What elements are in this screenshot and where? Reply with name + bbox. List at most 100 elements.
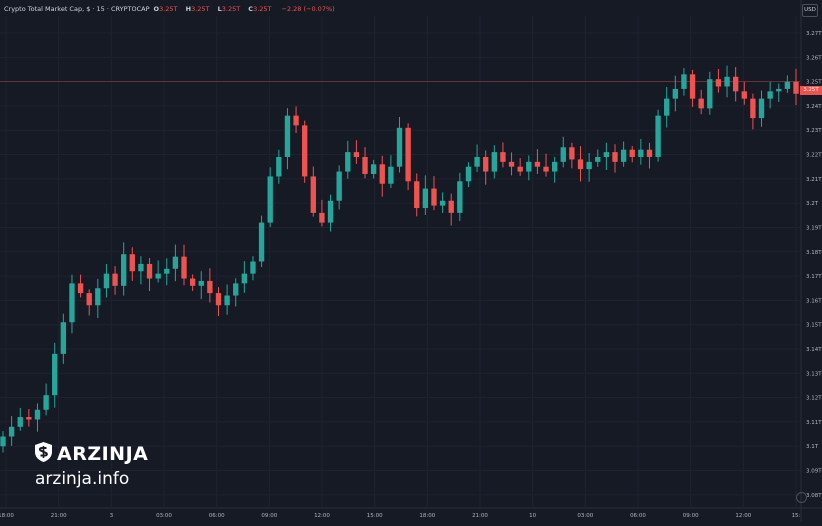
candle-body xyxy=(526,161,532,172)
candle-body xyxy=(112,273,118,286)
candle-body xyxy=(517,166,523,172)
x-axis: 18:00 21:00 3 03:00 06:00 09:00 12:00 15:00 18:0… xyxy=(0,507,822,519)
logo-name: ARZINJA xyxy=(57,443,149,465)
candle-body xyxy=(715,79,722,87)
candle-body xyxy=(362,156,368,174)
candle-body xyxy=(431,188,437,206)
candle-body xyxy=(327,200,334,223)
x-tick-label: 3 xyxy=(110,513,114,519)
candle-body xyxy=(612,152,618,162)
x-tick-label: 21:00 xyxy=(51,513,67,519)
y-tick-label: 3.08T xyxy=(806,493,822,499)
x-tick-label: 03:00 xyxy=(577,513,593,519)
y-axis: 3.27T 3.26T 3.25T 3.24T 3.23T 3.22T 3.21T 3.2T 3… xyxy=(800,0,822,522)
grid xyxy=(0,16,800,507)
candle-body xyxy=(793,81,799,94)
candle-body xyxy=(121,254,127,286)
scroll-to-latest-button[interactable] xyxy=(796,492,807,503)
logo-url: arzinja.info xyxy=(35,469,130,489)
x-tick-label: 12:00 xyxy=(735,513,751,519)
y-tick-label: 3.25T xyxy=(806,80,822,86)
candle-body xyxy=(379,164,385,184)
candle-body xyxy=(758,98,765,119)
y-tick-label: 3.27T xyxy=(806,31,822,37)
candle-body xyxy=(129,254,135,272)
candle-body xyxy=(448,200,454,213)
candle-body xyxy=(474,156,480,167)
candle-body xyxy=(465,166,472,182)
watermark-logo: ARZINJA arzinja.info xyxy=(34,441,148,489)
y-tick-label: 3.26T xyxy=(806,55,822,61)
x-tick-label: 18:00 xyxy=(419,513,435,519)
currency-button[interactable]: USD xyxy=(802,4,818,17)
candle-body xyxy=(672,88,678,99)
y-tick-label: 3.13T xyxy=(806,371,822,377)
candle-body xyxy=(215,293,222,306)
candle-body xyxy=(310,176,316,213)
candle-body xyxy=(500,152,506,162)
x-tick-label: 21:00 xyxy=(472,513,488,519)
x-tick-label: 15:00 xyxy=(367,513,383,519)
y-tick-label: 3.24T xyxy=(806,104,822,110)
candle-body xyxy=(655,115,661,157)
candle-body xyxy=(146,263,153,279)
low-value: L3.25T xyxy=(217,5,241,13)
candle-body xyxy=(689,74,696,99)
current-price-tag: 3.25T xyxy=(800,86,822,95)
candle-body xyxy=(258,222,265,262)
candle-body xyxy=(388,166,394,184)
candle-body xyxy=(353,152,360,157)
candle-body xyxy=(732,76,739,92)
candle-body xyxy=(414,181,420,209)
chart-header: Crypto Total Market Cap, $ · 15 · CRYPTO… xyxy=(4,3,335,15)
candle-body xyxy=(207,280,213,294)
candle-body xyxy=(155,273,161,279)
candle-body xyxy=(534,161,541,167)
candle-body xyxy=(198,280,204,286)
candle-body xyxy=(776,88,782,92)
candle-body xyxy=(646,149,653,157)
x-tick-label: 06:00 xyxy=(630,513,646,519)
candle-body xyxy=(603,152,610,157)
candle-body xyxy=(595,156,601,162)
candle-body xyxy=(396,127,403,167)
y-tick-label: 3.11T xyxy=(806,420,822,426)
candle-body xyxy=(560,147,566,162)
y-tick-label: 3.09T xyxy=(806,469,822,475)
candle-body xyxy=(707,79,713,109)
candle-body xyxy=(629,149,635,157)
x-tick-label: 09:00 xyxy=(261,513,277,519)
candle-body xyxy=(95,288,101,306)
x-tick-label: 12:00 xyxy=(314,513,330,519)
candle-body xyxy=(293,115,299,126)
candle-body xyxy=(284,115,291,157)
candle-body xyxy=(8,426,15,437)
y-tick-label: 3.22T xyxy=(806,153,822,159)
candle-body xyxy=(569,147,575,160)
candle-body xyxy=(336,171,342,201)
candle-body xyxy=(551,161,558,172)
y-tick-label: 3.19T xyxy=(806,225,822,231)
candle-body xyxy=(181,256,187,279)
change-value: −2.28 (−0.07%) xyxy=(281,5,335,13)
candle-body xyxy=(784,81,791,89)
candle-body xyxy=(543,166,549,172)
y-tick-label: 3.23T xyxy=(806,128,822,134)
candle-body xyxy=(638,149,644,157)
candle-body xyxy=(189,278,196,286)
ohlc-values: O3.25T H3.25T L3.25T C3.25T xyxy=(154,5,278,13)
open-value: O3.25T xyxy=(153,5,178,13)
candle-body xyxy=(52,353,58,396)
arzinja-logo-icon xyxy=(34,441,53,467)
y-tick-label: 3.1T xyxy=(806,444,819,450)
candle-body xyxy=(77,283,84,294)
candle-body xyxy=(664,98,670,116)
candle-body xyxy=(586,161,592,170)
symbol-title[interactable]: Crypto Total Market Cap, $ · 15 · CRYPTO… xyxy=(4,5,150,13)
candle-body xyxy=(17,417,23,427)
x-tick-label: 18:00 xyxy=(0,513,14,519)
candle-body xyxy=(241,273,248,284)
candle-body xyxy=(439,200,446,206)
